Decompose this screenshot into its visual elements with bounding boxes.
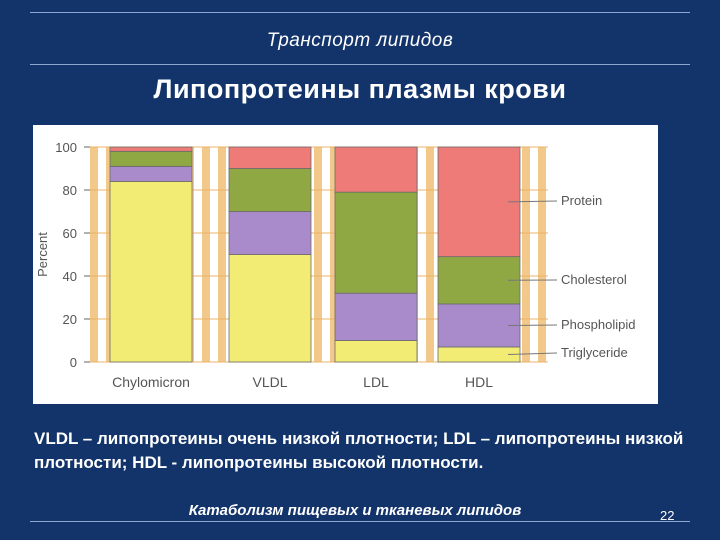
- lipoprotein-chart: 0 20 40 60 80 100 Percent Chylomicron VLDL LDL HDL…: [35, 140, 635, 390]
- header-rule: [30, 64, 690, 65]
- page-number: 22: [660, 508, 675, 523]
- bar-segment: [109, 165, 193, 182]
- x-tick-label: HDL: [465, 374, 493, 390]
- bar-segment: [437, 256, 521, 305]
- bar-segment: [437, 303, 521, 348]
- bar-segment: [228, 211, 312, 255]
- bar-segment: [334, 146, 418, 193]
- legend-label: Triglyceride: [561, 345, 628, 360]
- y-tick-label: 40: [63, 269, 77, 284]
- x-tick-label: LDL: [363, 374, 389, 390]
- legend-leader-line: [507, 352, 558, 355]
- background-stripe: [90, 147, 98, 362]
- bar-segment: [228, 146, 312, 169]
- background-stripe: [330, 147, 338, 362]
- x-tick-label: Chylomicron: [112, 374, 190, 390]
- background-stripe: [538, 147, 546, 362]
- bar-segment: [334, 292, 418, 341]
- bar-segment: [109, 181, 193, 363]
- y-axis-label: Percent: [35, 232, 50, 277]
- y-tick-label: 0: [70, 355, 77, 370]
- bar-segment: [334, 191, 418, 294]
- slide-header: Транспорт липидов: [266, 30, 454, 51]
- bar-segment: [109, 150, 193, 167]
- bar-segment: [437, 146, 521, 258]
- slide-title: Липопротеины плазмы крови: [153, 74, 567, 104]
- bar-segment: [109, 146, 193, 152]
- bar-segment: [437, 346, 521, 363]
- y-tick-label: 100: [55, 140, 77, 155]
- bottom-rule: [30, 521, 690, 522]
- y-tick-label: 60: [63, 226, 77, 241]
- background-stripe: [202, 147, 210, 362]
- y-tick-label: 80: [63, 183, 77, 198]
- top-rule: [30, 12, 690, 13]
- x-tick-label: VLDL: [252, 374, 287, 390]
- legend-label: Cholesterol: [561, 272, 627, 287]
- bar-segment: [228, 254, 312, 363]
- background-stripe: [218, 147, 226, 362]
- legend-label: Protein: [561, 193, 602, 208]
- legend-leader-line: [507, 200, 558, 203]
- legend-label: Phospholipid: [561, 317, 635, 332]
- background-stripe: [426, 147, 434, 362]
- caption-text: VLDL – липопротеины очень низкой плотнос…: [34, 429, 684, 472]
- background-stripe: [314, 147, 322, 362]
- slide-footer: Катаболизм пищевых и тканевых липидов: [188, 502, 522, 519]
- background-stripe: [522, 147, 530, 362]
- chart-panel: 0 20 40 60 80 100 Percent Chylomicron VLDL LDL HDL…: [33, 125, 658, 404]
- y-tick-label: 20: [63, 312, 77, 327]
- bar-segment: [228, 168, 312, 212]
- bar-segment: [334, 340, 418, 363]
